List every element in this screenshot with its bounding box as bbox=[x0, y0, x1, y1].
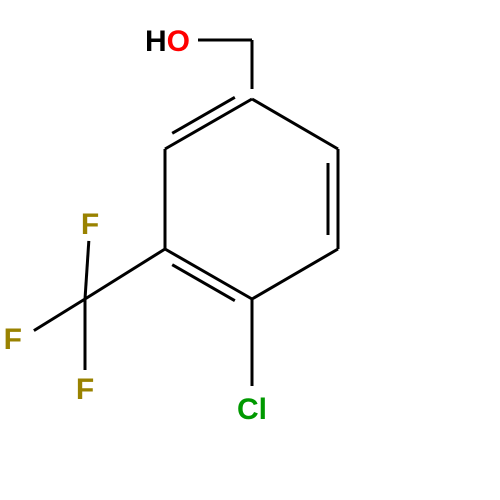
bond-line bbox=[85, 241, 89, 299]
bond-line bbox=[165, 249, 252, 299]
bond-line bbox=[252, 99, 338, 149]
atom-label-cl: Cl bbox=[237, 393, 267, 426]
atom-label-f2: F bbox=[4, 323, 22, 356]
bond-line bbox=[34, 299, 85, 331]
bond-line bbox=[165, 99, 252, 149]
atom-label-f3: F bbox=[81, 208, 99, 241]
bond-line bbox=[252, 249, 338, 299]
bond-line bbox=[85, 249, 165, 299]
atom-label-f1: F bbox=[76, 373, 94, 406]
atom-label-oh: HO bbox=[145, 25, 190, 58]
molecule-diagram: HO Cl F F F bbox=[0, 0, 500, 500]
